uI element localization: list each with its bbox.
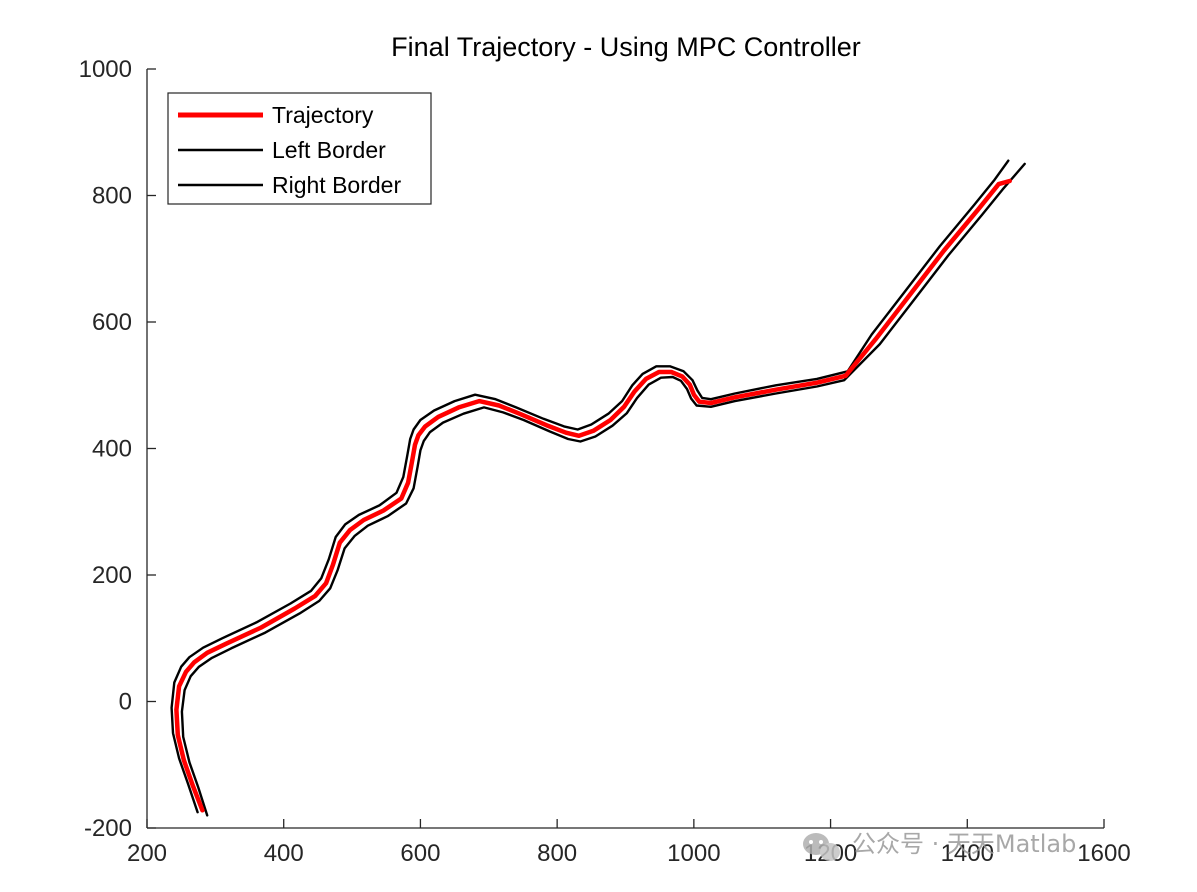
x-tick-label: 1000 bbox=[667, 840, 720, 867]
legend-label-right-border: Right Border bbox=[272, 172, 401, 198]
wechat-icon bbox=[803, 833, 840, 861]
watermark-text: 公众号 · 天天Matlab bbox=[852, 830, 1076, 858]
x-tick-label: 600 bbox=[400, 840, 440, 867]
y-tick-label: 0 bbox=[119, 689, 132, 716]
x-tick-label: 200 bbox=[127, 840, 167, 867]
series-trajectory bbox=[174, 178, 1012, 813]
axes: 2004006008001000120014001600-20002004006… bbox=[79, 56, 1131, 867]
legend-label-left-border: Left Border bbox=[272, 137, 386, 163]
legend-box bbox=[167, 92, 432, 205]
watermark: 公众号 · 天天Matlab bbox=[803, 830, 1076, 861]
y-tick-label: 400 bbox=[92, 436, 132, 463]
y-tick-label: 600 bbox=[92, 309, 132, 336]
x-tick-label: 800 bbox=[537, 840, 577, 867]
series-right-border bbox=[180, 162, 1026, 817]
x-tick-label: 1400 bbox=[941, 840, 994, 867]
x-tick-label: 400 bbox=[264, 840, 304, 867]
y-tick-label: -200 bbox=[84, 815, 132, 842]
series-layer bbox=[170, 159, 1026, 817]
legend: Trajectory Left Border Right Border bbox=[167, 92, 432, 205]
series-left-border bbox=[170, 159, 1010, 814]
legend-label-trajectory: Trajectory bbox=[272, 102, 374, 128]
y-tick-label: 200 bbox=[92, 562, 132, 589]
x-tick-label: 1600 bbox=[1077, 840, 1130, 867]
y-tick-label: 800 bbox=[92, 183, 132, 210]
chart-title: Final Trajectory - Using MPC Controller bbox=[391, 32, 861, 62]
y-tick-label: 1000 bbox=[79, 56, 132, 83]
